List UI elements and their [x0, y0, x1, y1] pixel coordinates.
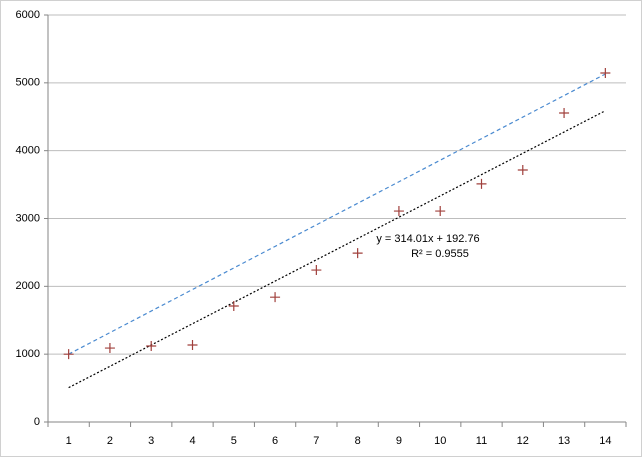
point: [517, 164, 528, 175]
x-tick-label: 10: [434, 435, 446, 447]
x-tick-label: 7: [313, 435, 319, 447]
trendline-equation: y = 314.01x + 192.76: [376, 233, 479, 245]
y-tick-label: 6000: [16, 9, 40, 21]
x-tick-label: 12: [517, 435, 529, 447]
y-tick-label: 5000: [16, 77, 40, 89]
x-tick-label: 4: [189, 435, 195, 447]
point: [600, 67, 611, 78]
x-tick-label: 9: [396, 435, 402, 447]
point: [393, 206, 404, 217]
point: [311, 265, 322, 276]
x-tick-label: 11: [476, 435, 487, 447]
y-tick-label: 0: [34, 416, 40, 428]
x-tick-label: 14: [599, 435, 611, 447]
x-tick-label: 3: [148, 435, 154, 447]
point: [559, 108, 570, 119]
point: [146, 341, 157, 352]
trendline: [68, 110, 606, 389]
x-tick-label: 13: [558, 435, 570, 447]
point: [270, 292, 281, 303]
point: [476, 178, 487, 189]
point: [104, 343, 115, 354]
x-tick-label: 1: [66, 435, 72, 447]
x-tick-label: 6: [272, 435, 278, 447]
upper-line: [68, 73, 606, 355]
y-tick-label: 3000: [16, 212, 40, 224]
y-tick-label: 1000: [16, 348, 40, 360]
point: [352, 248, 363, 259]
x-tick-label: 8: [355, 435, 361, 447]
x-tick-label: 2: [107, 435, 113, 447]
point: [63, 349, 74, 360]
point: [435, 206, 446, 217]
point: [187, 340, 198, 351]
x-tick-label: 5: [231, 435, 237, 447]
y-tick-label: 4000: [16, 145, 40, 157]
y-tick-label: 2000: [16, 280, 40, 292]
trendline-r2: R² = 0.9555: [411, 248, 469, 260]
point: [228, 301, 239, 312]
